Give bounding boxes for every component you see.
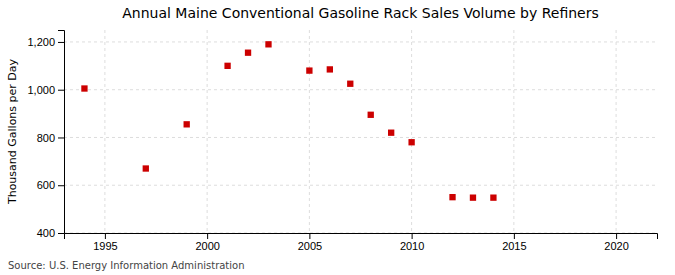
tick: 400: [37, 227, 64, 239]
tick: 2020: [604, 233, 628, 252]
tick-label: 2020: [604, 240, 628, 252]
tick: 2015: [502, 233, 526, 252]
tick-mark: [105, 233, 106, 239]
tick-label: 2015: [502, 240, 526, 252]
point: [306, 67, 312, 73]
grid-line: [207, 30, 208, 233]
point: [388, 130, 394, 136]
tick-mark: [58, 185, 64, 186]
point: [449, 194, 455, 200]
point: [184, 121, 190, 127]
point: [245, 50, 251, 56]
axis-line: [58, 31, 65, 234]
point: [81, 85, 87, 91]
axis-line: [65, 234, 658, 240]
tick-label: 1,200: [27, 36, 55, 48]
grid-line: [64, 41, 657, 42]
tick: 2000: [195, 233, 219, 252]
y-axis: 400 600 800 1,000 1,200: [27, 31, 64, 240]
point: [408, 139, 414, 145]
point: [327, 66, 333, 72]
grid-line: [309, 30, 310, 233]
grid-line: [64, 185, 657, 186]
tick-label: 400: [37, 227, 55, 239]
grid-line: [64, 137, 657, 138]
tick: 2005: [298, 233, 322, 252]
x-axis: 1995 2000 2005 2010 2015 2020: [65, 233, 658, 252]
point: [490, 194, 496, 200]
tick-label: 600: [37, 179, 55, 191]
y-axis-title: Thousand Gallons per Day: [6, 58, 19, 205]
chart: 1995 2000 2005 2010 2015 2020 400 600 800 1,000 1,…: [0, 0, 675, 275]
tick: 1,000: [27, 84, 64, 96]
point: [143, 165, 149, 171]
source: Source: U.S. Energy Information Administ…: [8, 260, 245, 271]
point: [368, 112, 374, 118]
grid-line: [64, 89, 657, 90]
tick-label: 1,000: [27, 84, 55, 96]
tick-label: 2000: [195, 240, 219, 252]
tick-label: 1995: [93, 240, 117, 252]
grid-line: [513, 30, 514, 233]
tick: 1,200: [27, 36, 64, 48]
points: [81, 41, 496, 201]
point: [470, 194, 476, 200]
tick-label: 2010: [400, 240, 424, 252]
tick-mark: [616, 233, 617, 239]
tick-mark: [514, 233, 515, 239]
point: [224, 63, 230, 69]
tick-label: 2005: [298, 240, 322, 252]
tick: 2010: [400, 233, 424, 252]
tick: 800: [37, 131, 64, 143]
tick-mark: [58, 90, 64, 91]
grid-line: [616, 30, 617, 233]
title: Annual Maine Conventional Gasoline Rack …: [122, 5, 599, 21]
grid-line: [104, 30, 105, 233]
grid-line: [411, 30, 412, 233]
tick-label: 800: [37, 131, 55, 143]
tick-mark: [412, 233, 413, 239]
tick-mark: [309, 233, 310, 239]
tick-mark: [58, 233, 64, 234]
point: [347, 81, 353, 87]
plot: 1995 2000 2005 2010 2015 2020 400 600 800 1,000 1,…: [27, 30, 657, 252]
tick: 1995: [93, 233, 117, 252]
grid: [64, 30, 657, 233]
tick: 600: [37, 179, 64, 191]
tick-mark: [58, 42, 64, 43]
tick-mark: [207, 233, 208, 239]
point: [265, 41, 271, 47]
tick-mark: [58, 137, 64, 138]
